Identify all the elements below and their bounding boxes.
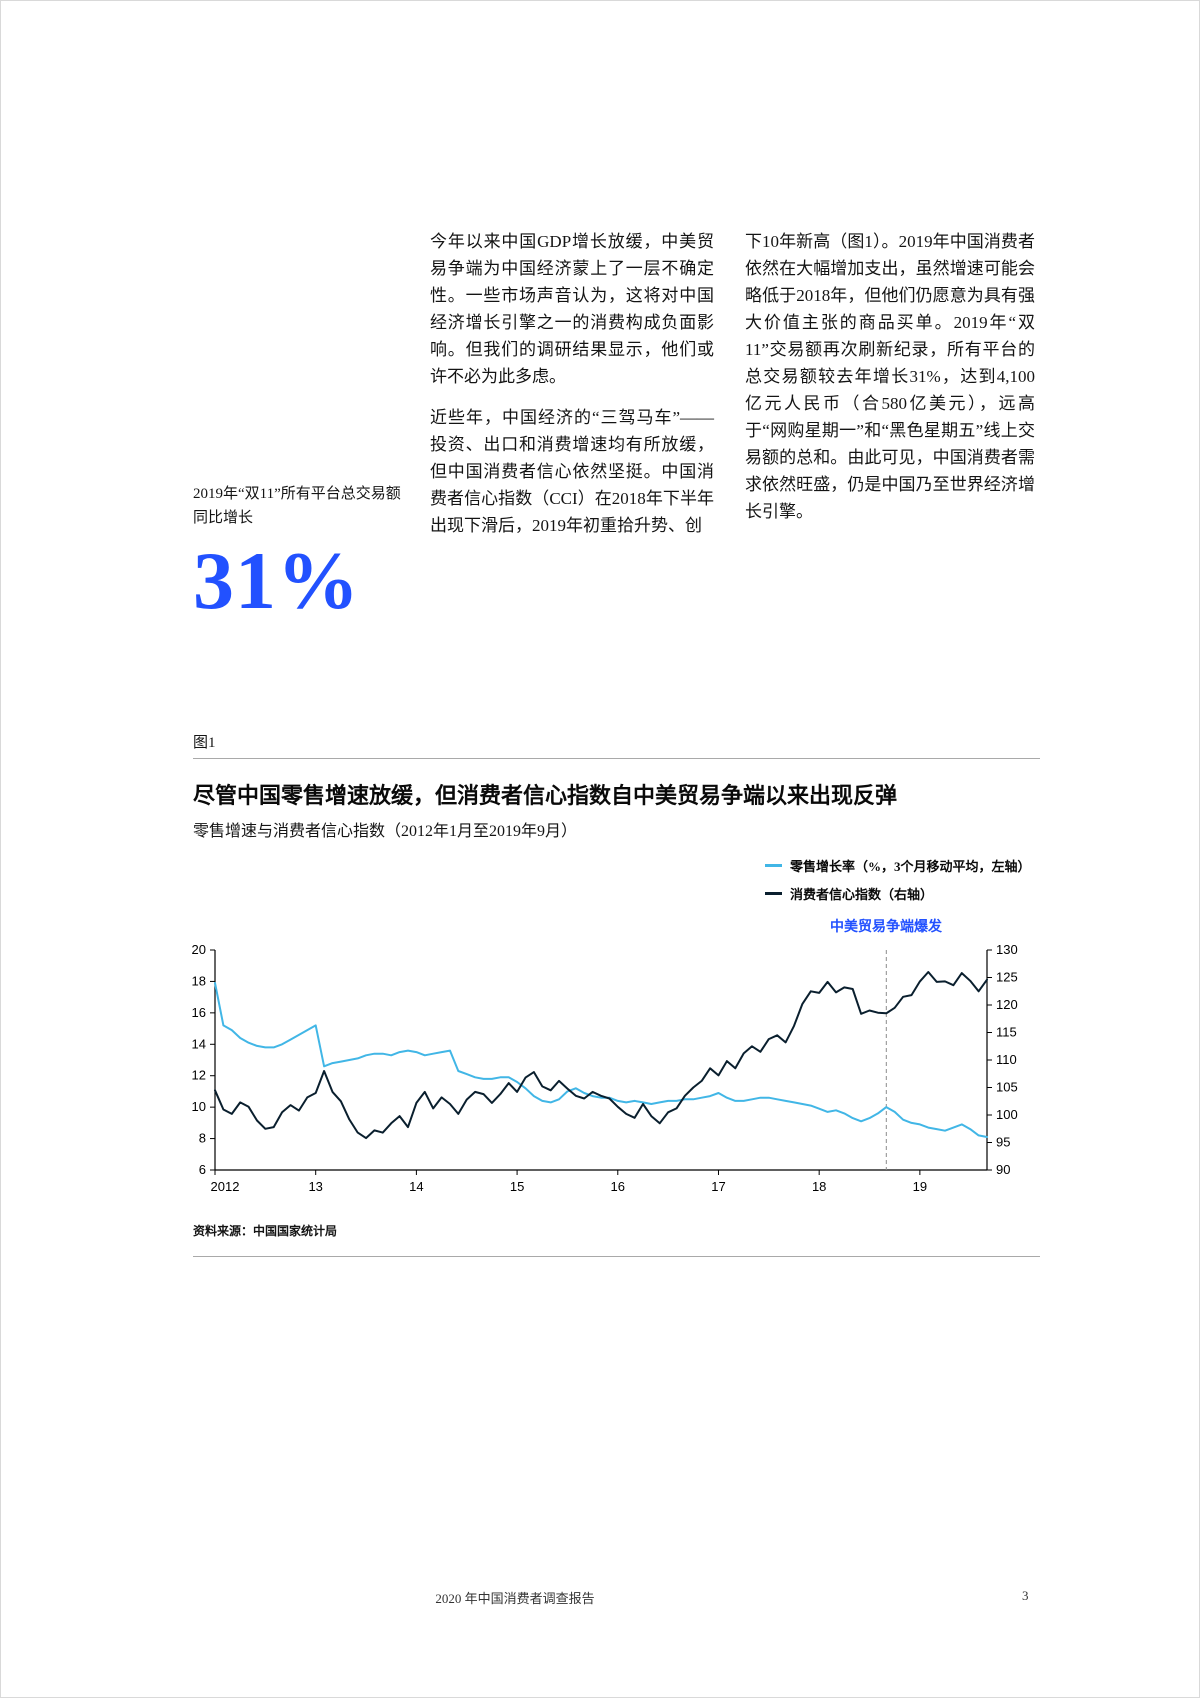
svg-text:20: 20 <box>192 942 206 957</box>
chart-legend: 零售增长率（%，3个月移动平均，左轴） 消费者信心指数（右轴） <box>765 856 1031 912</box>
cci-line-swatch <box>765 892 782 895</box>
figure-label: 图1 <box>193 735 216 751</box>
svg-text:125: 125 <box>996 970 1018 985</box>
figure-chart: 6 8 10 12 14 16 18 20 90 95 100 105 110 115 120 125 130 2… <box>192 942 1018 1194</box>
svg-text:8: 8 <box>199 1131 206 1146</box>
svg-text:17: 17 <box>711 1179 725 1194</box>
svg-text:110: 110 <box>996 1052 1017 1067</box>
svg-text:16: 16 <box>611 1179 625 1194</box>
svg-text:16: 16 <box>192 1005 206 1020</box>
footer-report-title: 2020 年中国消费者调查报告 <box>435 1591 595 1606</box>
svg-text:12: 12 <box>192 1068 206 1083</box>
figure-subtitle: 零售增速与消费者信心指数（2012年1月至2019年9月） <box>193 823 578 840</box>
legend-label-retail: 零售增长率（%，3个月移动平均，左轴） <box>790 859 1031 874</box>
figure-bottom-rule <box>193 1256 1040 1257</box>
paragraph: 今年以来中国GDP增长放缓，中美贸易争端为中国经济蒙上了一层不确定性。一些市场声… <box>430 232 714 386</box>
svg-text:14: 14 <box>192 1036 206 1051</box>
footer-page-number: 3 <box>1022 1588 1029 1603</box>
paragraph: 下10年新高（图1）。2019年中国消费者依然在大幅增加支出，虽然增速可能会略低… <box>745 232 1035 521</box>
legend-item-cci: 消费者信心指数（右轴） <box>765 884 1031 903</box>
svg-text:14: 14 <box>409 1179 423 1194</box>
svg-text:130: 130 <box>996 942 1018 957</box>
svg-text:105: 105 <box>996 1080 1018 1095</box>
body-column-2: 下10年新高（图1）。2019年中国消费者依然在大幅增加支出，虽然增速可能会略低… <box>745 228 1035 525</box>
figure-source: 资料来源：中国国家统计局 <box>193 1224 338 1238</box>
svg-text:15: 15 <box>510 1179 524 1194</box>
svg-text:19: 19 <box>913 1179 927 1194</box>
svg-text:2012: 2012 <box>211 1179 240 1194</box>
stat-callout-lead: 2019年“双11”所有平台总交易额同比增长 <box>193 486 401 526</box>
svg-text:100: 100 <box>996 1107 1018 1122</box>
svg-text:13: 13 <box>308 1179 322 1194</box>
body-column-1: 今年以来中国GDP增长放缓，中美贸易争端为中国经济蒙上了一层不确定性。一些市场声… <box>430 228 714 539</box>
figure-top-rule <box>193 758 1040 759</box>
retail-line-swatch <box>765 864 782 867</box>
svg-text:18: 18 <box>812 1179 826 1194</box>
legend-item-retail: 零售增长率（%，3个月移动平均，左轴） <box>765 856 1031 875</box>
svg-text:90: 90 <box>996 1162 1010 1177</box>
figure-title: 尽管中国零售增速放缓，但消费者信心指数自中美贸易争端以来出现反弹 <box>193 783 898 808</box>
stat-callout: 2019年“双11”所有平台总交易额同比增长 31% <box>193 482 408 622</box>
legend-label-cci: 消费者信心指数（右轴） <box>790 887 934 902</box>
stat-callout-value: 31% <box>193 535 360 626</box>
svg-text:115: 115 <box>996 1025 1017 1040</box>
paragraph: 近些年，中国经济的“三驾马车”——投资、出口和消费增速均有所放缓，但中国消费者信… <box>430 408 714 535</box>
svg-text:120: 120 <box>996 997 1018 1012</box>
svg-text:10: 10 <box>192 1099 206 1114</box>
trade-war-annotation: 中美贸易争端爆发 <box>830 920 942 935</box>
svg-text:18: 18 <box>192 973 206 988</box>
svg-text:95: 95 <box>996 1135 1010 1150</box>
svg-text:6: 6 <box>199 1162 206 1177</box>
